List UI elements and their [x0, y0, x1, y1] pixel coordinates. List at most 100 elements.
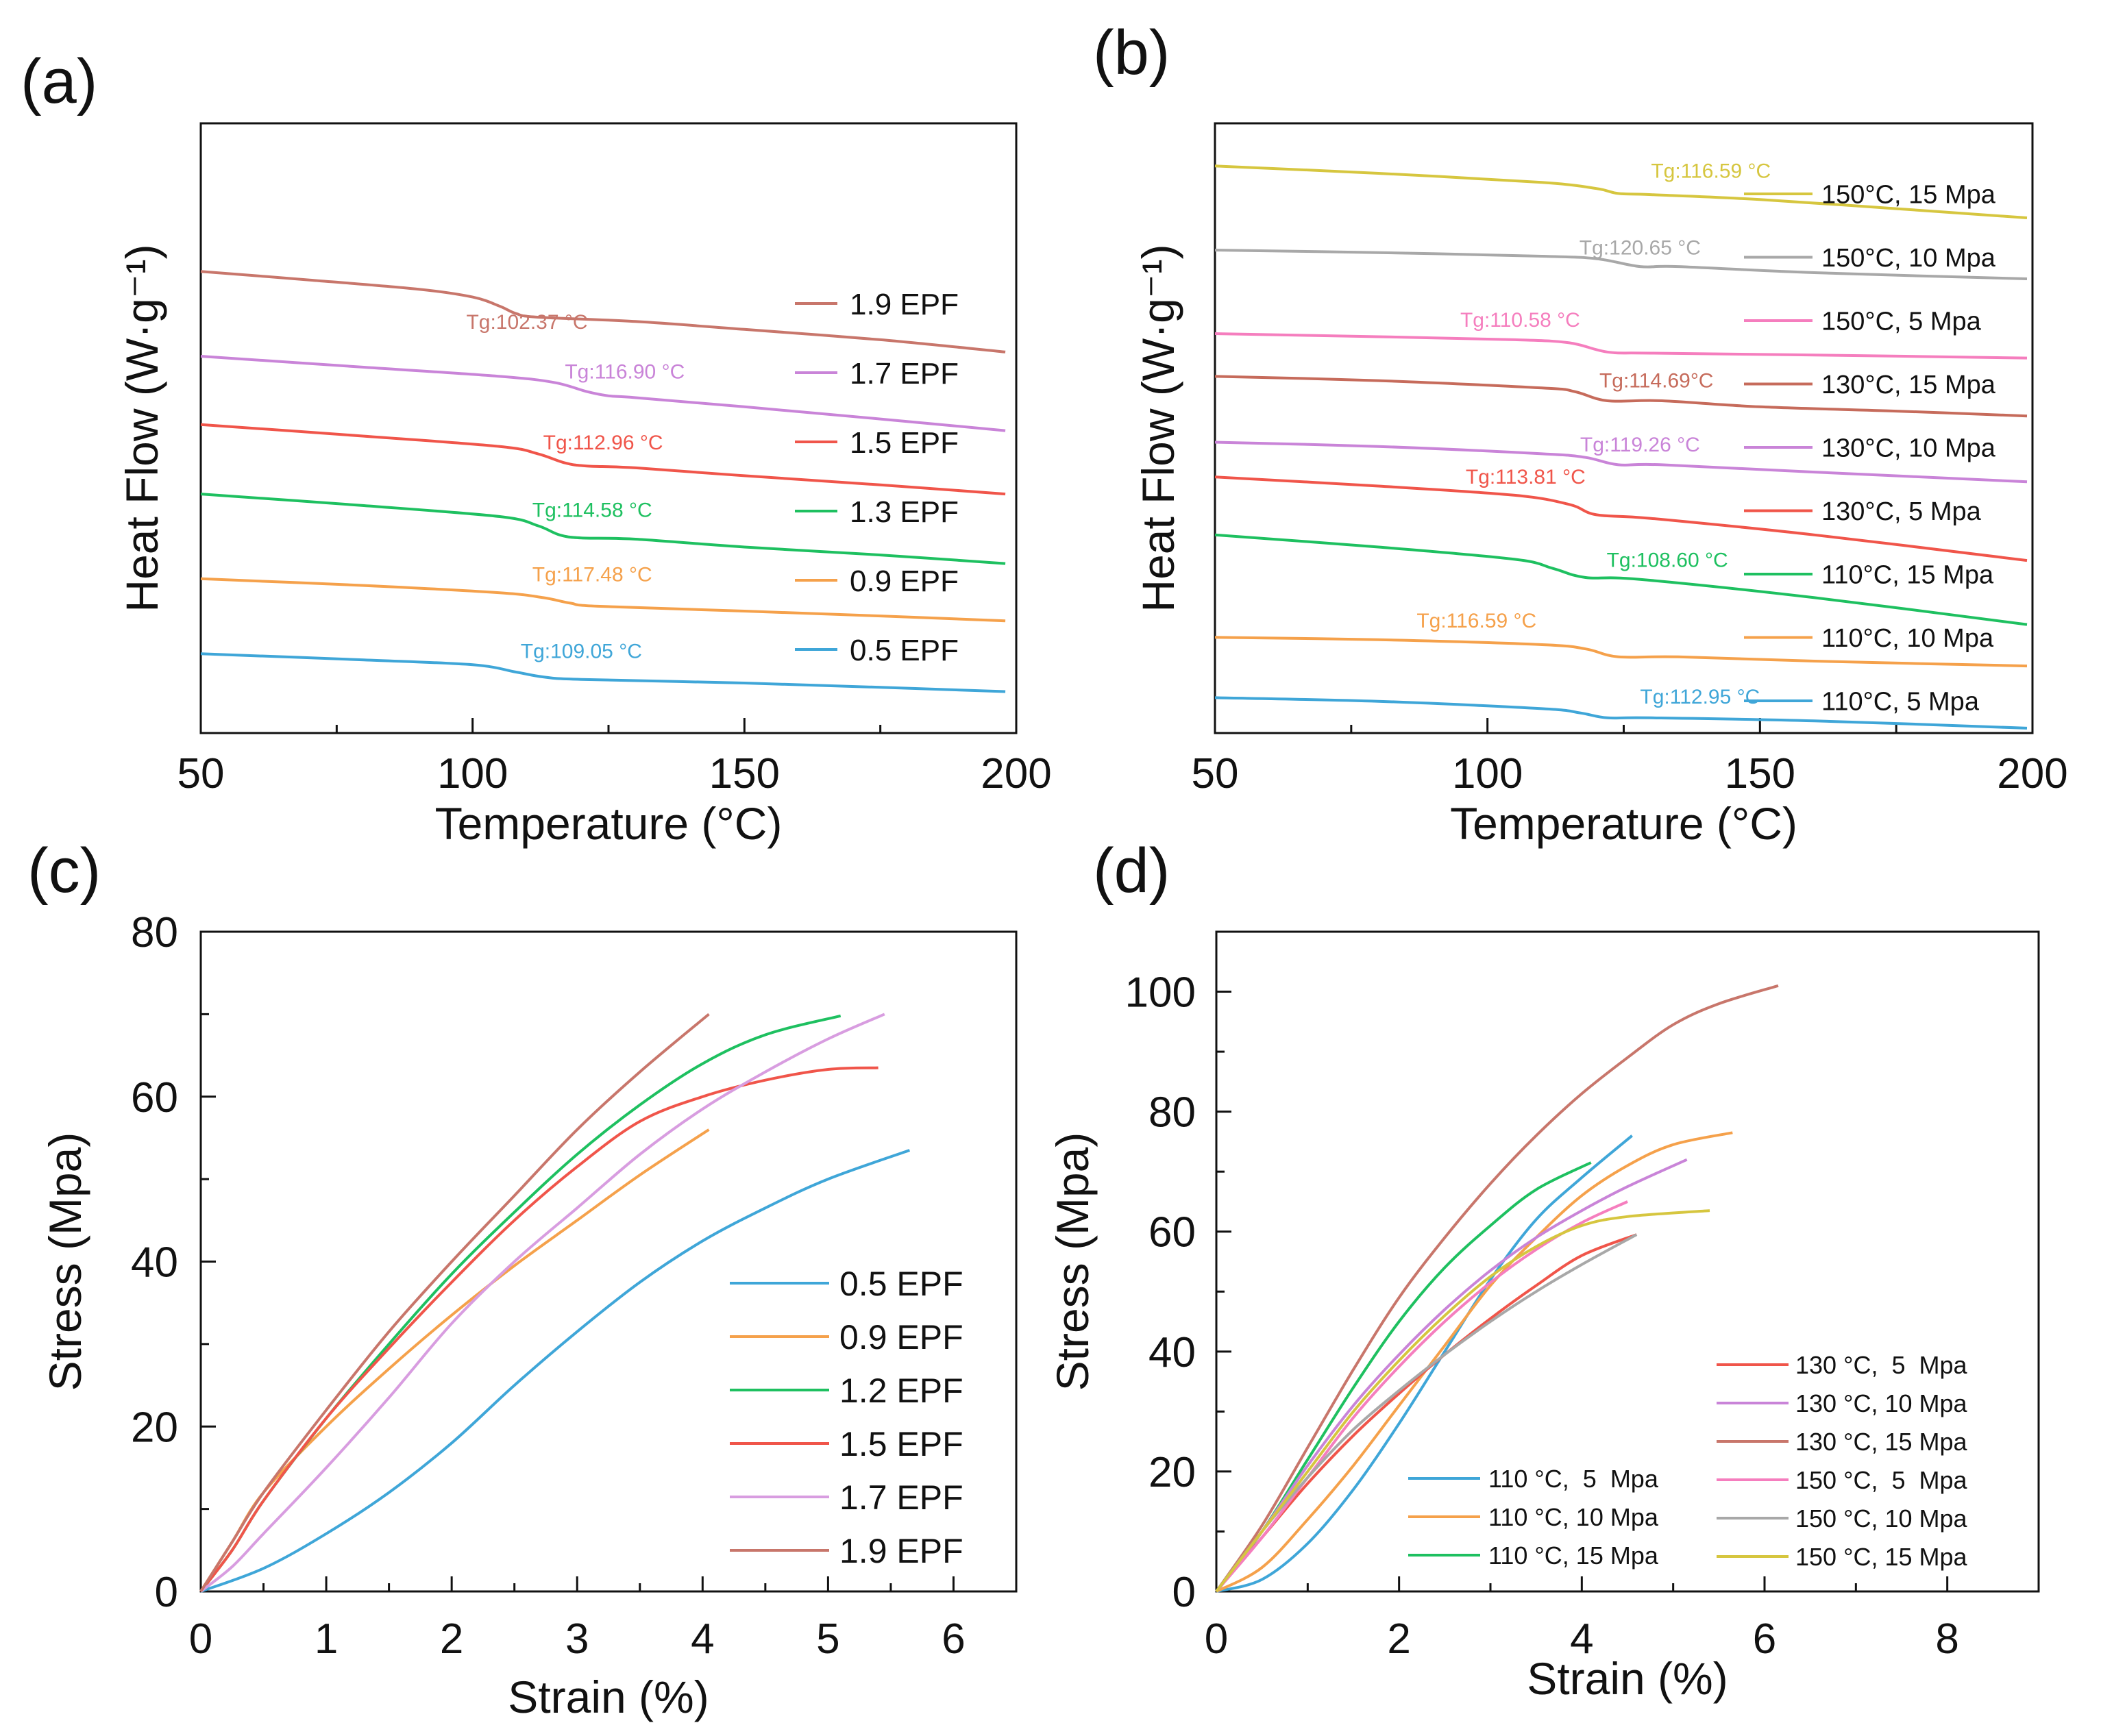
series-line [200, 355, 1006, 432]
tg-annotation: Tg:120.65 °C [1580, 236, 1701, 259]
legend-label: 1.9 EPF [850, 288, 959, 321]
tg-annotation: Tg:109.05 °C [521, 641, 642, 663]
series-line [1214, 332, 2028, 360]
tg-annotation: Tg:102.37 °C [466, 311, 587, 334]
legend-label: 150 °C, 15 Mpa [1795, 1543, 1968, 1571]
x-tick-label: 1 [315, 1615, 338, 1663]
x-tick-label: 50 [1192, 750, 1239, 797]
series-line [1214, 164, 2028, 219]
legend-label: 130 °C, 5 Mpa [1795, 1351, 1968, 1379]
series-line [200, 577, 1006, 623]
legend-label: 1.5 EPF [839, 1425, 963, 1463]
y-axis-label: Stress (Mpa) [1047, 1132, 1098, 1391]
y-tick-label: 0 [155, 1569, 178, 1616]
x-tick-label: 6 [1753, 1615, 1776, 1663]
tg-annotation: Tg:117.48 °C [532, 563, 652, 586]
tg-annotation: Tg:113.81 °C [1466, 466, 1586, 488]
x-tick-label: 200 [981, 750, 1051, 797]
series-line [1214, 475, 2028, 562]
y-tick-label: 20 [1148, 1449, 1196, 1496]
x-tick-label: 200 [1997, 750, 2067, 797]
series-line [199, 1013, 710, 1593]
legend-label: 1.2 EPF [839, 1372, 963, 1410]
chart-b-dsc-pressing: 50 100 150 200 Temperature (°C) Heat Flow (W·… [1133, 122, 2068, 849]
series-line [1216, 1131, 1733, 1593]
y-tick-label: 20 [131, 1404, 178, 1451]
x-axis-label: Temperature (°C) [1450, 798, 1797, 849]
y-tick-label: 80 [1148, 1089, 1196, 1137]
tg-annotation: Tg:112.96 °C [543, 432, 663, 454]
plot-frame [1215, 930, 2040, 1593]
series-line [1215, 984, 1779, 1593]
legend-label: 130°C, 10 Mpa [1821, 434, 1996, 463]
legend-label: 1.5 EPF [850, 426, 959, 460]
x-tick-label: 8 [1935, 1615, 1958, 1663]
y-tick-label: 60 [131, 1074, 178, 1121]
series-line [199, 1014, 841, 1593]
legend-label: 110 °C, 10 Mpa [1488, 1503, 1659, 1531]
tg-annotation: Tg:119.26 °C [1580, 434, 1700, 456]
x-tick-label: 2 [1387, 1615, 1410, 1663]
legend-label: 130°C, 5 Mpa [1821, 497, 1982, 526]
x-tick-label: 4 [691, 1615, 714, 1663]
legend-label: 150 °C, 10 Mpa [1795, 1504, 1968, 1533]
chart-a-dsc-epf: 50 100 150 200 Temperature (°C) Heat Flow (W·… [116, 122, 1052, 849]
legend-label: 150°C, 10 Mpa [1821, 244, 1996, 273]
legend-label: 110°C, 5 Mpa [1821, 688, 1980, 717]
legend-label: 110°C, 15 Mpa [1821, 561, 1994, 590]
legend-label: 110°C, 10 Mpa [1821, 624, 1994, 653]
tg-annotation: Tg:110.58 °C [1460, 309, 1580, 332]
legend-label: 130 °C, 15 Mpa [1795, 1428, 1968, 1456]
series-line [200, 423, 1006, 496]
series-line [1214, 249, 2028, 280]
y-axis-label: Stress (Mpa) [40, 1132, 90, 1391]
legend-label: 1.7 EPF [839, 1478, 963, 1517]
y-axis-label: Heat Flow (W·g⁻¹) [116, 244, 167, 612]
tg-annotation: Tg:116.59 °C [1416, 610, 1536, 632]
legend-label: 1.3 EPF [850, 495, 959, 529]
series-line [199, 1128, 710, 1593]
panel-label-a: (a) [21, 47, 97, 116]
x-tick-label: 2 [440, 1615, 463, 1663]
y-tick-label: 80 [131, 909, 178, 956]
panel-label-d: (d) [1093, 836, 1170, 906]
x-tick-label: 150 [1725, 750, 1795, 797]
panel-label-c: (c) [27, 836, 101, 906]
legend-label: 0.9 EPF [839, 1318, 963, 1356]
legend-label: 110 °C, 15 Mpa [1488, 1541, 1659, 1570]
x-tick-label: 6 [942, 1615, 965, 1663]
x-tick-label: 50 [177, 750, 225, 797]
legend-label: 110 °C, 5 Mpa [1488, 1465, 1659, 1493]
x-tick-label: 4 [1570, 1615, 1593, 1663]
x-tick-label: 3 [565, 1615, 589, 1663]
series-line [1214, 696, 2028, 730]
y-tick-label: 0 [1172, 1569, 1196, 1616]
x-tick-label: 100 [437, 750, 508, 797]
series-line [1215, 1158, 1688, 1593]
legend-label: 0.5 EPF [850, 634, 959, 667]
series-line [1215, 1200, 1628, 1593]
x-tick-label: 0 [189, 1615, 212, 1663]
series-line [200, 493, 1006, 565]
x-axis-label: Strain (%) [1527, 1653, 1728, 1704]
legend-label: 150°C, 15 Mpa [1821, 181, 1996, 210]
series-line [1215, 1209, 1710, 1593]
series-line [199, 1066, 879, 1593]
panel-label-b: (b) [1093, 18, 1170, 88]
x-axis-label: Strain (%) [508, 1672, 709, 1722]
x-tick-label: 150 [709, 750, 780, 797]
tg-annotation: Tg:116.59 °C [1651, 160, 1771, 183]
tg-annotation: Tg:114.69°C [1599, 369, 1714, 392]
series-line [1216, 1134, 1633, 1593]
legend-label: 150 °C, 5 Mpa [1795, 1466, 1968, 1494]
series-line [1214, 533, 2028, 626]
tg-annotation: Tg:112.95 °C [1640, 686, 1760, 708]
x-tick-label: 5 [816, 1615, 839, 1663]
tg-annotation: Tg:108.60 °C [1607, 549, 1728, 572]
legend-label: 0.5 EPF [839, 1265, 963, 1303]
series-line [199, 1013, 885, 1593]
legend-label: 150°C, 5 Mpa [1821, 308, 1982, 336]
y-tick-label: 40 [131, 1239, 178, 1287]
